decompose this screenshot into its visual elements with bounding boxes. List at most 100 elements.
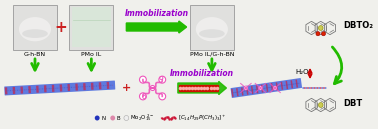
Circle shape [110,115,115,120]
Circle shape [307,87,309,89]
Circle shape [10,90,11,91]
Circle shape [294,83,295,84]
Circle shape [259,86,262,90]
Bar [83,83,86,90]
Circle shape [17,90,18,91]
Text: H₂O₂: H₂O₂ [295,69,311,75]
Circle shape [105,85,106,86]
Bar [285,81,288,89]
Bar [20,86,23,94]
Circle shape [30,89,31,90]
Circle shape [74,87,76,88]
Circle shape [296,83,297,84]
Circle shape [237,91,239,93]
Circle shape [260,88,261,90]
Circle shape [309,87,311,89]
Ellipse shape [199,29,225,38]
Circle shape [37,89,38,90]
Circle shape [96,85,97,87]
Circle shape [21,90,22,91]
Circle shape [139,93,146,100]
Circle shape [94,86,95,87]
FancyBboxPatch shape [72,7,111,47]
Bar [99,82,101,89]
Bar [276,82,278,91]
Circle shape [280,85,281,87]
Circle shape [66,87,67,88]
Circle shape [271,87,272,88]
Text: Mo$_2$O$_{15}^{\ 2-}$: Mo$_2$O$_{15}^{\ 2-}$ [130,113,155,123]
Circle shape [80,86,81,87]
Circle shape [235,92,236,93]
FancyArrow shape [179,85,218,91]
Circle shape [320,87,322,89]
Circle shape [305,87,307,89]
Circle shape [35,89,36,90]
Circle shape [295,83,296,84]
Circle shape [302,87,304,89]
Circle shape [283,85,284,86]
Circle shape [277,86,279,87]
Circle shape [250,90,251,91]
Circle shape [292,84,293,85]
Circle shape [49,88,51,89]
Circle shape [270,87,271,88]
Bar [44,85,46,92]
Circle shape [293,83,294,85]
Circle shape [82,86,83,87]
Bar [107,82,109,89]
Circle shape [110,85,112,86]
Text: PMo IL/G-h-BN: PMo IL/G-h-BN [190,52,234,57]
Circle shape [109,85,110,86]
Circle shape [87,86,88,87]
Circle shape [321,32,325,36]
Circle shape [281,85,282,86]
Circle shape [318,87,320,89]
Circle shape [282,85,283,86]
Circle shape [92,86,93,87]
Text: G-h-BN: G-h-BN [24,52,46,57]
Circle shape [273,86,274,88]
FancyBboxPatch shape [190,5,234,50]
Ellipse shape [22,29,48,38]
Text: O: O [142,95,147,100]
Circle shape [288,84,290,85]
Circle shape [56,88,58,89]
Bar [256,85,259,93]
Circle shape [316,32,320,36]
Circle shape [323,87,325,89]
Circle shape [276,86,277,87]
Bar [75,84,78,91]
Circle shape [31,89,33,90]
Circle shape [318,26,323,30]
Circle shape [64,87,65,88]
Circle shape [257,89,259,90]
Bar [5,87,8,94]
Circle shape [89,86,90,87]
Circle shape [251,90,252,91]
Text: B: B [117,115,120,120]
Circle shape [53,88,54,89]
Circle shape [85,86,86,87]
Bar [236,88,239,96]
FancyBboxPatch shape [70,5,113,50]
Circle shape [112,85,113,86]
FancyArrow shape [178,82,226,95]
Circle shape [315,87,317,89]
Circle shape [69,87,70,88]
Circle shape [67,87,68,88]
Bar [67,84,70,91]
Circle shape [244,91,245,92]
Bar [231,89,234,97]
Bar [280,82,283,90]
Text: Immobilization: Immobilization [124,9,189,18]
Text: PMo IL: PMo IL [81,52,101,57]
Circle shape [71,87,72,88]
Circle shape [55,88,56,89]
Circle shape [244,86,248,90]
Circle shape [253,89,254,90]
Circle shape [124,115,129,120]
Bar [271,83,273,91]
Circle shape [39,88,40,90]
Circle shape [24,89,25,90]
